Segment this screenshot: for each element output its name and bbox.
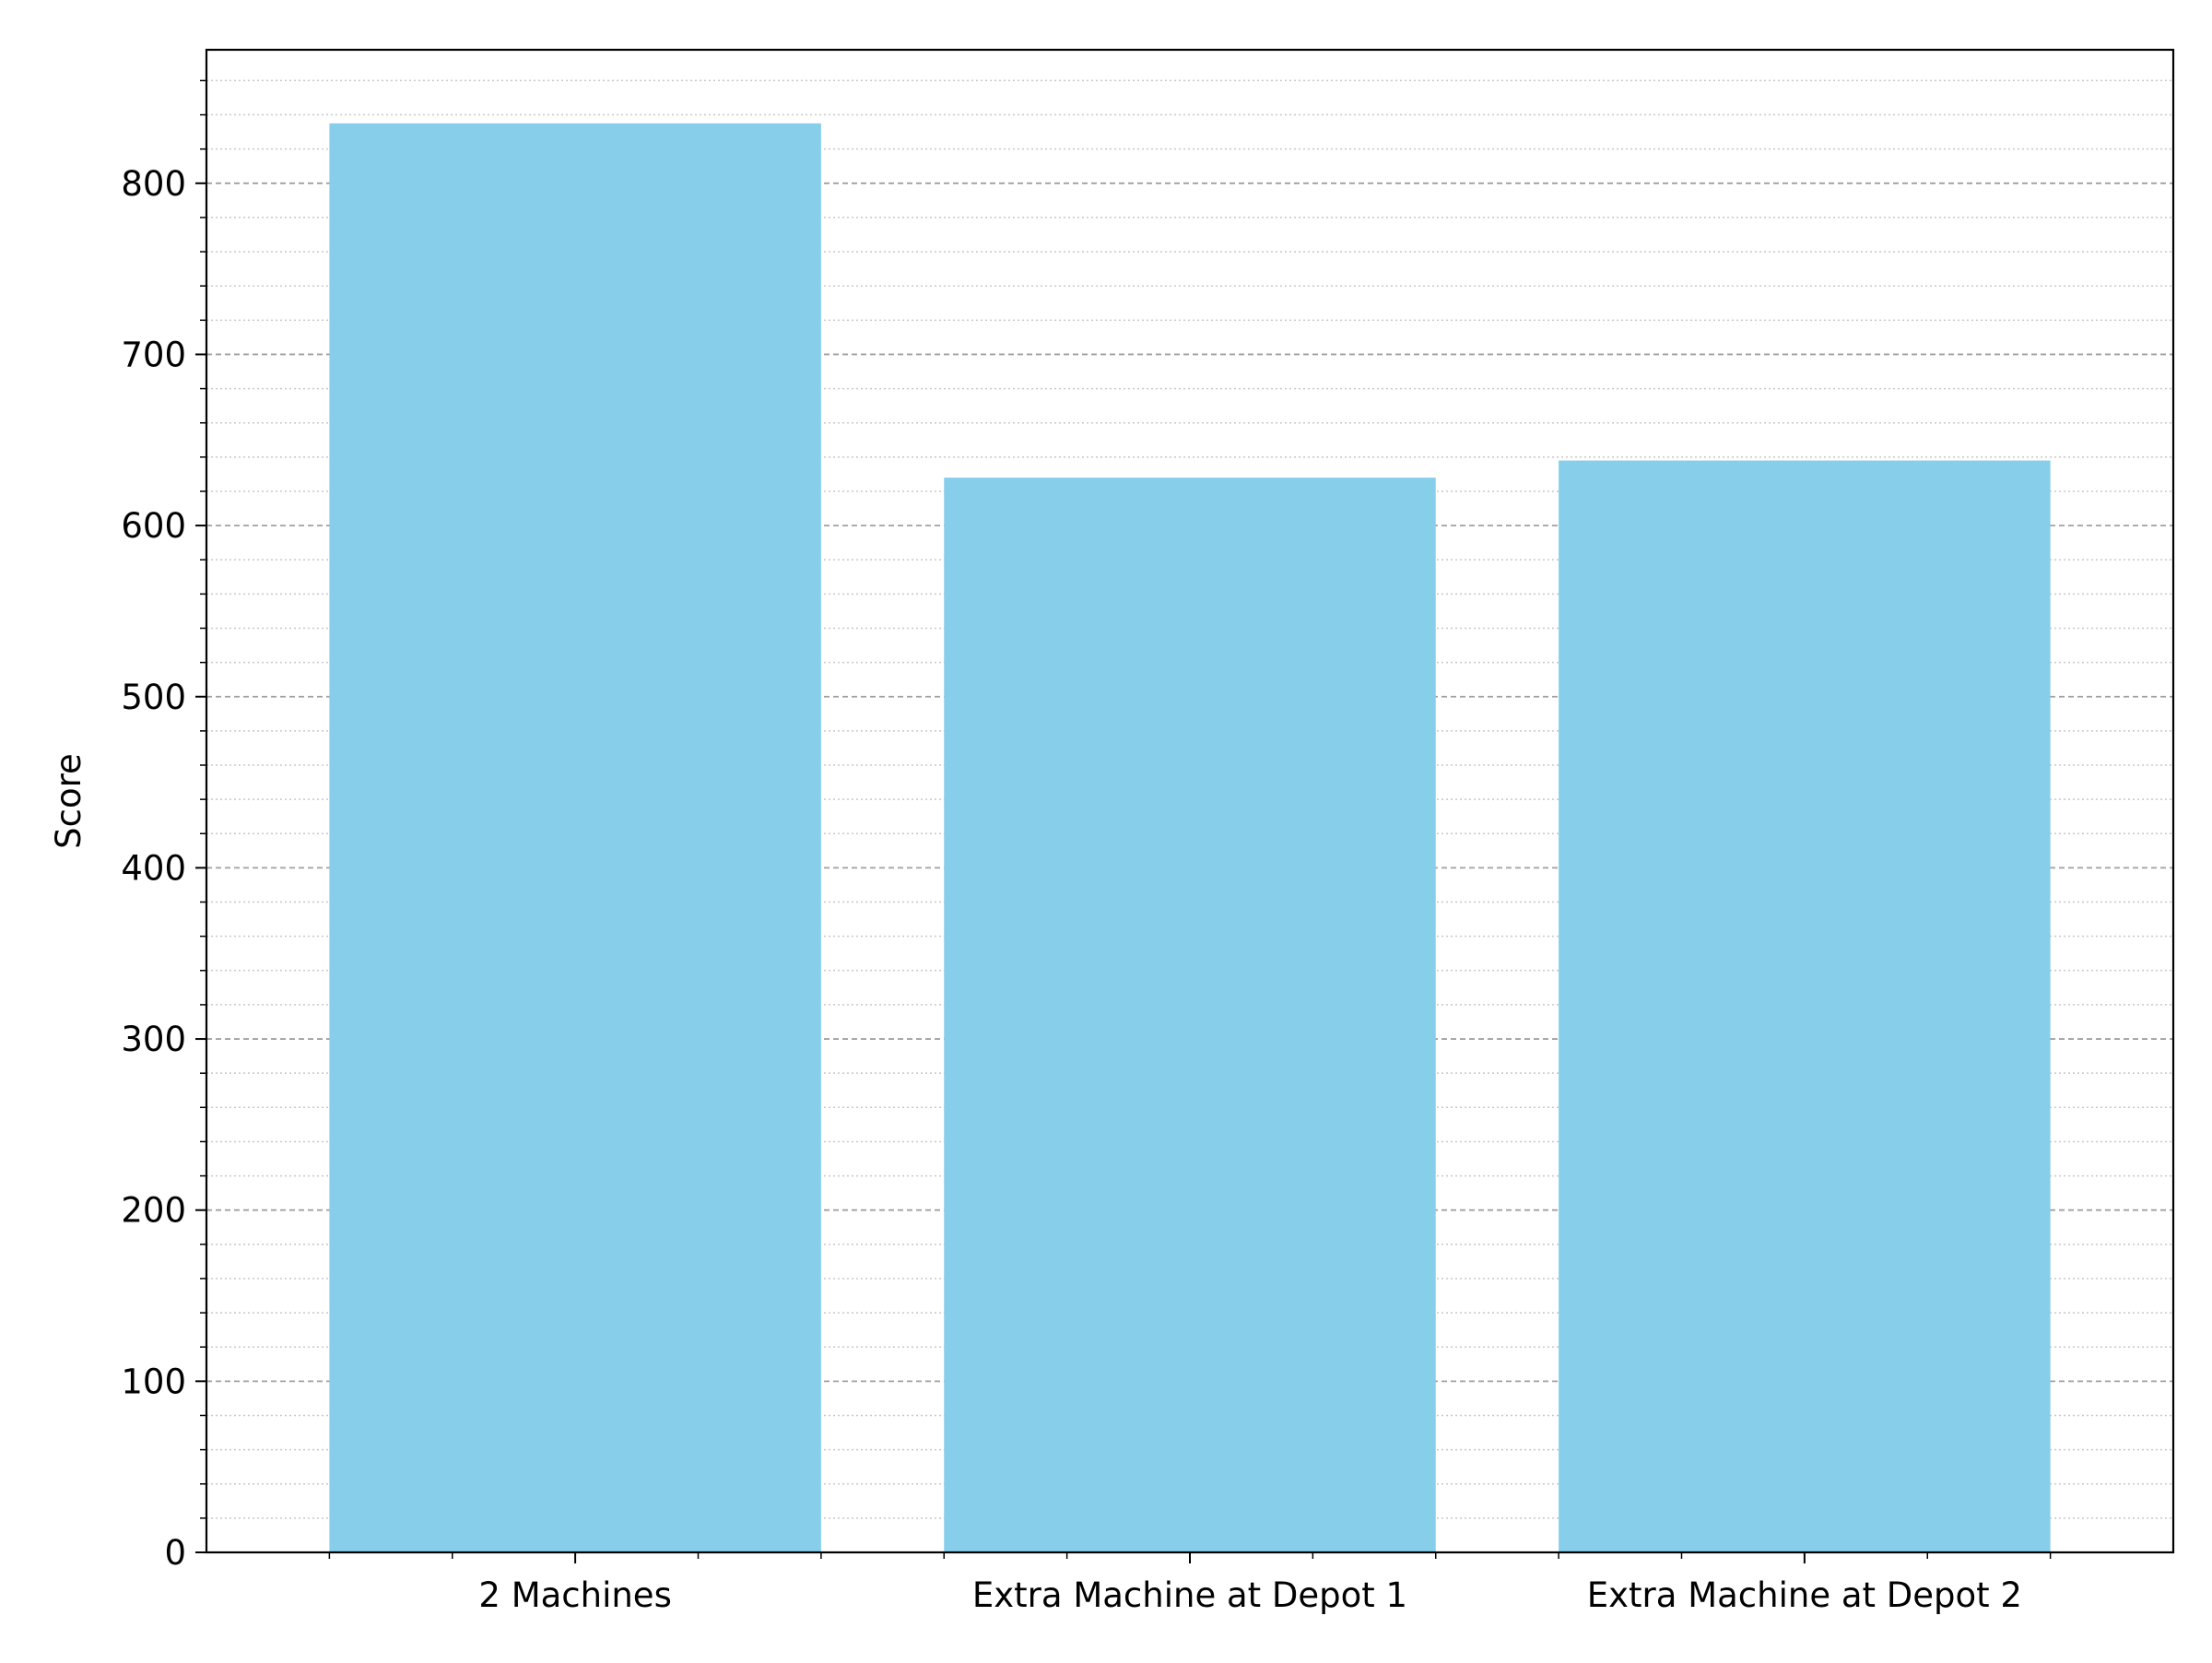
- y-tick-label: 700: [121, 335, 186, 374]
- x-tick-label: Extra Machine at Depot 1: [972, 1575, 1407, 1615]
- plot-frame: [205, 48, 2175, 1554]
- y-tick-label: 200: [121, 1191, 186, 1231]
- bar-1: [329, 123, 821, 1553]
- y-tick-label: 500: [121, 678, 186, 717]
- y-tick-label: 400: [121, 848, 186, 888]
- x-tick-label: 2 Machines: [478, 1575, 671, 1615]
- axis-labels: Score: [49, 753, 88, 849]
- y-tick-label: 600: [121, 506, 186, 546]
- x-tick-label: Extra Machine at Depot 2: [1587, 1575, 2022, 1615]
- bar-2: [944, 478, 1436, 1552]
- y-tick-label: 100: [121, 1362, 186, 1401]
- y-tick-label: 300: [121, 1020, 186, 1059]
- y-axis-title: Score: [49, 753, 88, 849]
- y-tick-label: 0: [164, 1533, 186, 1573]
- bar-3: [1559, 460, 2051, 1552]
- axes: 0 100 200 300 400 500 600 700 800 2 Machines Extra…: [121, 48, 2175, 1615]
- y-tick-label: 800: [121, 164, 186, 204]
- bars: [329, 123, 2051, 1553]
